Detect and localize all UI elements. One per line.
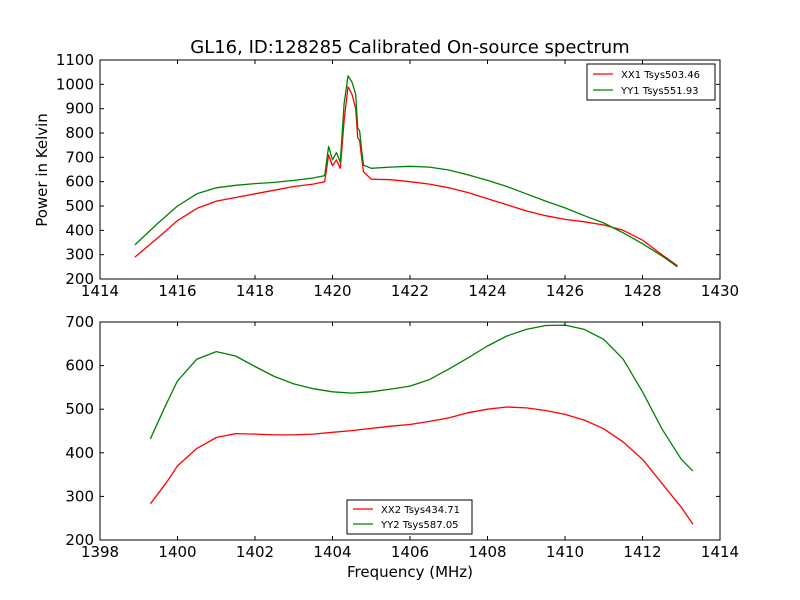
bottom-xtick-label: 1414 bbox=[701, 543, 739, 561]
bottom-legend: XX2 Tsys434.71 YY2 Tsys587.05 bbox=[346, 499, 473, 535]
bottom-xtick-label: 1404 bbox=[313, 543, 351, 561]
legend-label-yy2: YY2 Tsys587.05 bbox=[380, 520, 459, 531]
bottom-ytick-label: 300 bbox=[65, 487, 94, 505]
bottom-xtick-label: 1402 bbox=[236, 543, 274, 561]
top-series-line-0 bbox=[134, 86, 678, 267]
top-xtick-label: 1424 bbox=[468, 282, 506, 300]
top-ytick-label: 600 bbox=[65, 173, 94, 191]
bottom-subplot: 1398 1400 1402 1404 1406 1408 1410 1412 1414 200… bbox=[65, 313, 739, 581]
bottom-x-axis-label: Frequency (MHz) bbox=[347, 563, 473, 581]
top-y-axis-label: Power in Kelvin bbox=[33, 113, 51, 227]
top-legend-box bbox=[586, 63, 716, 101]
bottom-ytick-label: 500 bbox=[65, 400, 94, 418]
top-xtick-label: 1416 bbox=[158, 282, 196, 300]
bottom-series-line-0 bbox=[149, 406, 694, 525]
bottom-xtick-label: 1408 bbox=[468, 543, 506, 561]
bottom-ytick-label: 400 bbox=[65, 444, 94, 462]
legend-label-xx1: XX1 Tsys503.46 bbox=[621, 70, 700, 81]
top-series-group bbox=[134, 75, 678, 268]
top-xtick-label: 1430 bbox=[701, 282, 739, 300]
bottom-xtick-label: 1406 bbox=[391, 543, 429, 561]
bottom-y-ticks: 200 300 400 500 600 700 bbox=[65, 313, 720, 549]
top-xtick-label: 1428 bbox=[623, 282, 661, 300]
top-ytick-label: 400 bbox=[65, 221, 94, 239]
bottom-xtick-label: 1412 bbox=[623, 543, 661, 561]
bottom-xtick-label: 1398 bbox=[81, 543, 119, 561]
bottom-xtick-label: 1400 bbox=[158, 543, 196, 561]
top-xtick-label: 1418 bbox=[236, 282, 274, 300]
bottom-series-line-1 bbox=[149, 324, 694, 472]
bottom-legend-box bbox=[346, 499, 473, 535]
legend-label-yy1: YY1 Tsys551.93 bbox=[620, 86, 699, 97]
top-subplot: 1414 1416 1418 1420 1422 1424 1426 1428 1430 200… bbox=[33, 51, 739, 300]
top-ytick-label: 700 bbox=[65, 148, 94, 166]
top-ytick-label: 300 bbox=[65, 246, 94, 264]
bottom-x-ticks: 1398 1400 1402 1404 1406 1408 1410 1412 1414 bbox=[81, 322, 739, 561]
top-xtick-label: 1422 bbox=[391, 282, 429, 300]
top-y-ticks: 200 300 400 500 600 700 800 900 1000 1100 bbox=[56, 51, 720, 288]
chart-title: GL16, ID:128285 Calibrated On-source spe… bbox=[190, 37, 629, 58]
top-ytick-label: 500 bbox=[65, 197, 94, 215]
bottom-xtick-label: 1410 bbox=[546, 543, 584, 561]
top-xtick-label: 1414 bbox=[81, 282, 119, 300]
bottom-ytick-label: 700 bbox=[65, 313, 94, 331]
top-ytick-label: 800 bbox=[65, 124, 94, 142]
bottom-series-group bbox=[149, 324, 694, 525]
top-ytick-label: 1100 bbox=[56, 51, 94, 69]
top-ytick-label: 200 bbox=[65, 270, 94, 288]
top-ytick-label: 1000 bbox=[56, 75, 94, 93]
top-xtick-label: 1420 bbox=[313, 282, 351, 300]
top-ytick-label: 900 bbox=[65, 100, 94, 118]
bottom-ytick-label: 600 bbox=[65, 357, 94, 375]
top-series-line-1 bbox=[134, 75, 678, 268]
legend-label-xx2: XX2 Tsys434.71 bbox=[381, 505, 460, 516]
top-legend: XX1 Tsys503.46 YY1 Tsys551.93 bbox=[586, 63, 716, 101]
top-xtick-label: 1426 bbox=[546, 282, 584, 300]
bottom-ytick-label: 200 bbox=[65, 531, 94, 549]
top-x-ticks: 1414 1416 1418 1420 1422 1424 1426 1428 1430 bbox=[81, 60, 739, 300]
